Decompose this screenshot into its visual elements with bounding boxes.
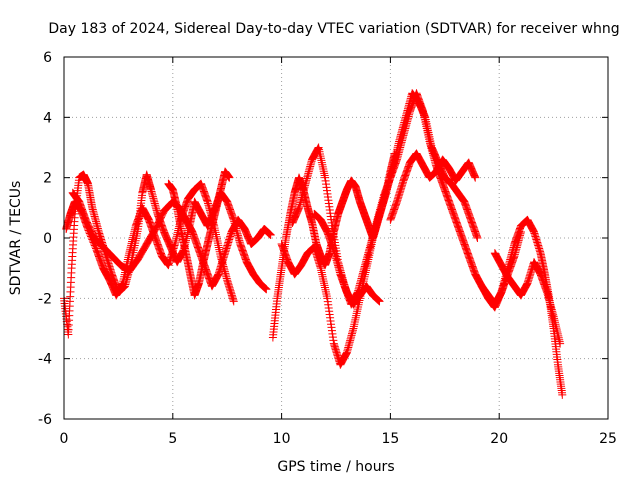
data-point bbox=[145, 234, 154, 243]
data-point bbox=[143, 238, 152, 247]
y-axis-label: SDTVAR / TECUs bbox=[8, 181, 24, 296]
x-tick-label: 0 bbox=[60, 431, 69, 447]
data-point bbox=[143, 237, 152, 246]
y-tick-label: 4 bbox=[43, 110, 52, 126]
data-point bbox=[147, 231, 156, 240]
data-point bbox=[133, 255, 142, 264]
x-tick-label: 20 bbox=[490, 431, 508, 447]
data-point bbox=[558, 390, 567, 399]
y-tick-label: -4 bbox=[38, 352, 52, 368]
x-tick-label: 10 bbox=[273, 431, 291, 447]
data-point bbox=[149, 228, 158, 237]
data-point bbox=[146, 233, 155, 242]
data-point bbox=[136, 250, 145, 259]
x-tick-label: 15 bbox=[381, 431, 399, 447]
data-point bbox=[556, 339, 565, 348]
data-point bbox=[144, 236, 153, 245]
data-point bbox=[138, 246, 147, 255]
series-track-3 bbox=[68, 188, 275, 291]
data-point bbox=[148, 229, 157, 238]
data-point bbox=[137, 248, 146, 257]
x-axis-label: GPS time / hours bbox=[277, 459, 394, 475]
y-tick-label: -6 bbox=[38, 412, 52, 428]
series-track-6 bbox=[277, 89, 482, 369]
data-point bbox=[262, 285, 271, 294]
data-point bbox=[142, 241, 151, 250]
data-point bbox=[229, 297, 238, 306]
data-point bbox=[140, 244, 149, 253]
series-track-7 bbox=[288, 89, 525, 309]
data-point bbox=[142, 240, 151, 249]
x-tick-label: 5 bbox=[168, 431, 177, 447]
y-tick-label: 0 bbox=[43, 231, 52, 247]
data-point bbox=[135, 252, 144, 261]
data-point bbox=[134, 254, 143, 263]
data-point bbox=[140, 243, 149, 252]
data-marks bbox=[60, 89, 567, 399]
data-point bbox=[150, 227, 159, 236]
plot-frame bbox=[63, 56, 609, 420]
series-track-8 bbox=[310, 209, 384, 309]
y-tick-label: 2 bbox=[43, 171, 52, 187]
y-tick-label: 6 bbox=[43, 50, 52, 66]
chart-title: Day 183 of 2024, Sidereal Day-to-day VTE… bbox=[48, 21, 619, 37]
data-point bbox=[147, 232, 156, 241]
series-track-2 bbox=[62, 179, 238, 306]
series-track-9 bbox=[386, 149, 480, 224]
data-point bbox=[375, 297, 384, 306]
data-point bbox=[138, 247, 147, 256]
data-point bbox=[139, 245, 148, 254]
series-track-4 bbox=[164, 167, 234, 300]
series-track-11 bbox=[490, 249, 565, 348]
data-point bbox=[145, 235, 154, 244]
data-point bbox=[137, 249, 146, 258]
data-point bbox=[225, 173, 234, 182]
data-point bbox=[473, 234, 482, 242]
data-point bbox=[135, 251, 144, 260]
data-point bbox=[141, 242, 150, 251]
axis-ticks: 0 5 10 15 20 25 -6 -4 -2 0 2 4 6 bbox=[38, 50, 617, 447]
data-point bbox=[148, 230, 157, 239]
x-tick-label: 25 bbox=[599, 431, 617, 447]
y-tick-label: -2 bbox=[38, 291, 52, 307]
data-point bbox=[266, 230, 275, 239]
data-point bbox=[471, 173, 480, 182]
